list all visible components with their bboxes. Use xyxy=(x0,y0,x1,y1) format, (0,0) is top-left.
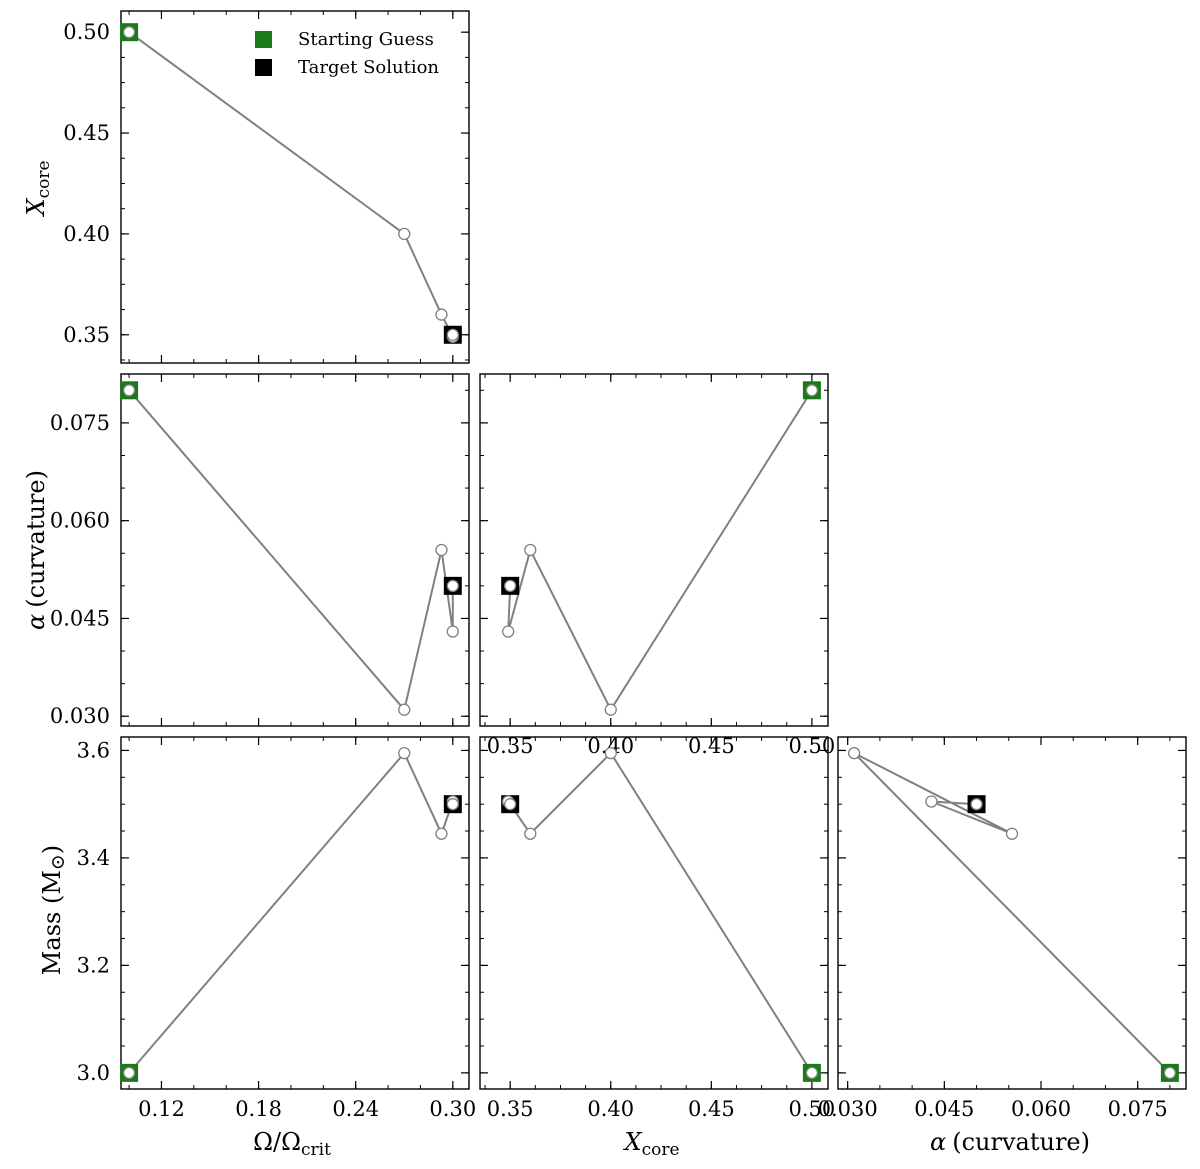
x-tick-label: 0.060 xyxy=(1011,1097,1071,1121)
y-tick-label: 3.2 xyxy=(77,953,110,977)
panel-frame xyxy=(479,736,829,1090)
panel-xcore-vs-mass: 0.35 0.40 0.45 0.50 xyxy=(479,736,836,1121)
iteration-point xyxy=(398,703,411,716)
iteration-point xyxy=(524,827,537,840)
y-tick-label: 0.075 xyxy=(50,411,110,435)
x-axis-title-xcore: Xcore xyxy=(622,1128,679,1160)
panel-xcore-vs-alpha: 0.35 0.40 0.45 0.50 xyxy=(479,373,835,758)
iteration-point xyxy=(925,795,938,808)
x-tick-label: 0.030 xyxy=(818,1097,878,1121)
iteration-point xyxy=(847,746,861,760)
iteration-point xyxy=(504,798,517,811)
panel-alpha-vs-mass: 0.030 0.045 0.060 0.075 xyxy=(818,736,1187,1121)
panel-omega-vs-xcore: 0.35 0.40 0.45 0.50 xyxy=(63,10,470,364)
y-tick-label: 0.35 xyxy=(63,323,110,347)
trajectory-line xyxy=(128,389,454,712)
iteration-point xyxy=(1005,827,1019,840)
y-tick-label: 0.060 xyxy=(50,509,110,533)
panels-layer: 0.350.400.450.500.0300.0450.0600.0750.35… xyxy=(50,10,1187,1121)
iteration-point xyxy=(446,579,459,593)
y-tick-label: 0.45 xyxy=(63,121,110,145)
x-tick-label: 0.12 xyxy=(138,1097,185,1121)
iteration-point xyxy=(502,625,515,638)
iteration-point xyxy=(435,543,448,557)
iteration-point xyxy=(122,1066,136,1080)
y-axis-title-alpha: α(curvature) xyxy=(22,470,50,630)
iteration-point xyxy=(446,625,459,638)
x-tick-label: 0.40 xyxy=(587,1097,634,1121)
x-tick-label: 0.30 xyxy=(429,1097,476,1121)
iteration-point xyxy=(970,798,983,811)
minor-ticks xyxy=(480,737,828,1089)
panel-frame xyxy=(479,373,829,727)
iteration-point xyxy=(435,827,448,840)
legend-start-swatch xyxy=(255,31,272,48)
y-axis-title-xcore: Xcore xyxy=(22,160,54,217)
iteration-point xyxy=(398,227,411,241)
x-tick-label: 0.075 xyxy=(1108,1097,1168,1121)
panel-frame xyxy=(120,373,470,727)
iteration-point xyxy=(122,26,136,39)
x-tick-label: 0.18 xyxy=(235,1097,282,1121)
iteration-point xyxy=(1163,1066,1177,1080)
x-tick-label: 0.50 xyxy=(789,1097,836,1121)
iteration-point xyxy=(805,1066,819,1080)
trajectory-line xyxy=(853,752,1171,1074)
y-tick-label: 0.045 xyxy=(50,606,110,630)
iteration-point xyxy=(805,384,819,397)
y-tick-label: 3.0 xyxy=(77,1061,110,1085)
iteration-point xyxy=(122,384,136,397)
legend-target-swatch xyxy=(255,59,272,76)
iteration-point xyxy=(504,579,517,593)
trajectory-line xyxy=(128,751,454,1074)
panel-frame xyxy=(120,736,470,1090)
iteration-point xyxy=(446,798,459,811)
panel-frame xyxy=(120,10,470,364)
iteration-point xyxy=(435,308,448,321)
iteration-point xyxy=(524,543,537,557)
trajectory-line xyxy=(507,389,813,712)
y-axis-title-mass: Mass (M⊙) xyxy=(38,845,69,975)
minor-ticks xyxy=(121,737,469,1089)
panel-omega-vs-alpha: 0.030 0.045 0.060 0.075 xyxy=(50,373,470,728)
x-tick-label: 0.45 xyxy=(688,1097,735,1121)
iteration-point xyxy=(446,328,459,341)
iteration-point xyxy=(604,746,617,760)
panel-omega-vs-mass: 0.12 0.18 0.24 0.30 3.0 3.2 3.4 3.6 xyxy=(77,736,476,1121)
panel-frame xyxy=(837,736,1187,1090)
iteration-point xyxy=(398,746,411,760)
y-tick-label: 0.50 xyxy=(63,20,110,44)
x-tick-label: 0.35 xyxy=(487,1097,534,1121)
y-tick-label: 0.40 xyxy=(63,222,110,246)
legend: Starting Guess Target Solution xyxy=(255,29,439,78)
x-tick-label: 0.24 xyxy=(332,1097,379,1121)
y-tick-label: 3.4 xyxy=(77,846,110,870)
trajectory-line xyxy=(507,751,813,1074)
x-tick-label: 0.045 xyxy=(914,1097,974,1121)
y-tick-label: 0.030 xyxy=(50,704,110,728)
x-axis-title-omega: Ω/Ωcrit xyxy=(253,1128,331,1160)
x-axis-title-alpha: α (curvature) xyxy=(930,1128,1090,1156)
legend-start-label: Starting Guess xyxy=(298,29,434,50)
legend-target-label: Target Solution xyxy=(298,57,439,78)
iteration-point xyxy=(604,703,617,716)
minor-ticks xyxy=(121,374,469,726)
axis-labels-layer: Xcore α(curvature) Mass (M⊙) Ω/Ωcrit Xco… xyxy=(22,160,1090,1160)
y-tick-label: 3.6 xyxy=(77,738,110,762)
